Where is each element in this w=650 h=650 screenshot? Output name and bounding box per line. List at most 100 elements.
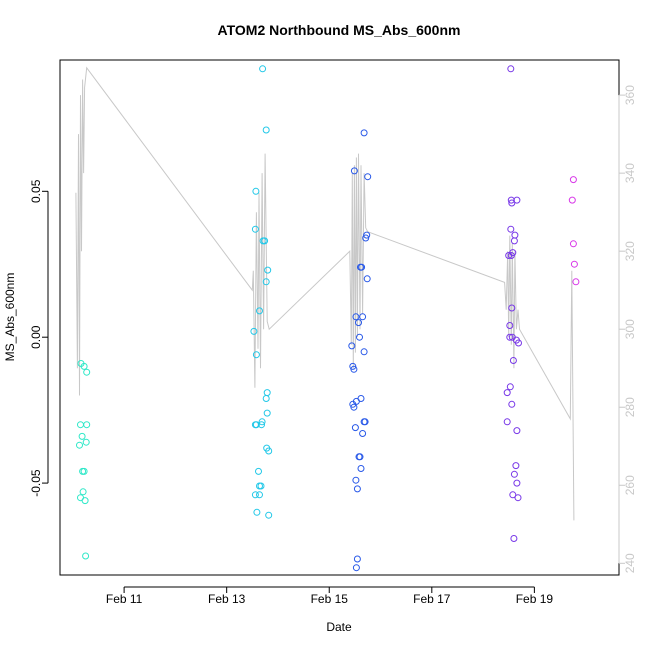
data-point (251, 491, 259, 499)
data-point (357, 465, 365, 472)
data-point (506, 322, 514, 329)
data-point (508, 304, 516, 312)
data-point (352, 313, 360, 321)
data-point (82, 438, 90, 446)
data-point (568, 196, 576, 204)
data-point (505, 252, 513, 259)
data-point (363, 231, 371, 239)
data-point (79, 488, 87, 496)
data-point (569, 176, 577, 184)
right-y-axis: 240 260 280 300 320 340 360 (618, 85, 637, 573)
y2-tick-label: 280 (623, 397, 637, 417)
data-point (353, 555, 361, 563)
y2-tick-label: 360 (623, 85, 637, 105)
data-point (251, 225, 259, 233)
data-point (348, 342, 356, 350)
data-point (359, 313, 367, 321)
data-point (356, 333, 363, 341)
data-point (363, 275, 371, 283)
data-point (263, 389, 271, 397)
y2-tick-label: 340 (623, 163, 637, 183)
data-point (355, 319, 362, 327)
data-point (572, 278, 580, 286)
data-point (503, 389, 511, 397)
x-tick-label: Feb 13 (208, 592, 246, 606)
data-point (257, 482, 265, 490)
data-point (252, 351, 260, 359)
data-point (569, 240, 577, 248)
data-point (353, 485, 361, 493)
scatter-points-layer (76, 65, 580, 572)
data-point (512, 336, 520, 344)
y-tick-label: 0.05 (29, 179, 43, 203)
data-point (262, 126, 270, 134)
data-point (81, 497, 89, 505)
data-point (510, 535, 518, 542)
data-point (509, 357, 517, 364)
data-point (506, 383, 514, 391)
x-tick-label: Feb 15 (311, 592, 349, 606)
data-point (78, 432, 86, 440)
data-point (508, 199, 516, 207)
data-point (570, 260, 578, 268)
x-tick-label: Feb 11 (106, 592, 143, 606)
data-point (256, 307, 263, 315)
data-point (77, 421, 84, 429)
data-point (262, 278, 270, 286)
data-point (511, 231, 519, 239)
data-point (82, 552, 90, 560)
data-point (250, 327, 258, 335)
data-point (262, 395, 270, 402)
data-point (507, 252, 515, 259)
data-point (503, 418, 511, 426)
data-point (360, 418, 368, 426)
data-point (258, 421, 265, 429)
data-point (76, 441, 83, 449)
data-point (352, 564, 360, 572)
data-point (507, 65, 515, 73)
data-point (362, 234, 370, 242)
data-point (360, 348, 368, 356)
data-point (252, 187, 260, 195)
data-point (512, 462, 520, 470)
data-point (255, 467, 262, 475)
data-point (259, 65, 267, 73)
x-axis: Feb 11 Feb 13 Feb 15 Feb 17 Feb 19 (106, 586, 554, 606)
data-point (253, 508, 261, 516)
data-point (355, 453, 363, 461)
data-point (350, 167, 358, 175)
data-point (359, 430, 367, 437)
data-point (352, 476, 360, 484)
data-point (513, 427, 521, 435)
chart-title: ATOM2 Northbound MS_Abs_600nm (218, 22, 461, 38)
y2-tick-label: 240 (623, 553, 637, 573)
data-point (261, 237, 269, 245)
data-point (508, 400, 516, 408)
data-point (358, 263, 366, 271)
data-point (507, 225, 515, 233)
data-point (264, 266, 272, 274)
data-point (506, 333, 514, 341)
x-axis-label: Date (326, 620, 352, 634)
data-point (364, 173, 372, 181)
data-point (352, 397, 360, 405)
y-tick-label: 0.00 (29, 325, 43, 349)
data-point (514, 494, 522, 502)
secondary-line-layer (75, 66, 575, 521)
data-point (513, 479, 521, 487)
data-point (256, 491, 263, 499)
data-point (265, 511, 273, 519)
data-point (360, 129, 368, 137)
data-point (83, 368, 91, 376)
data-point (351, 424, 359, 432)
data-point (263, 409, 271, 417)
secondary-trace-line (75, 66, 575, 521)
data-point (350, 403, 358, 411)
x-tick-label: Feb 19 (516, 592, 554, 606)
y2-tick-label: 320 (623, 241, 637, 261)
data-point (513, 196, 521, 204)
data-point (258, 418, 266, 426)
data-point (510, 470, 518, 478)
y2-tick-label: 300 (623, 319, 637, 339)
